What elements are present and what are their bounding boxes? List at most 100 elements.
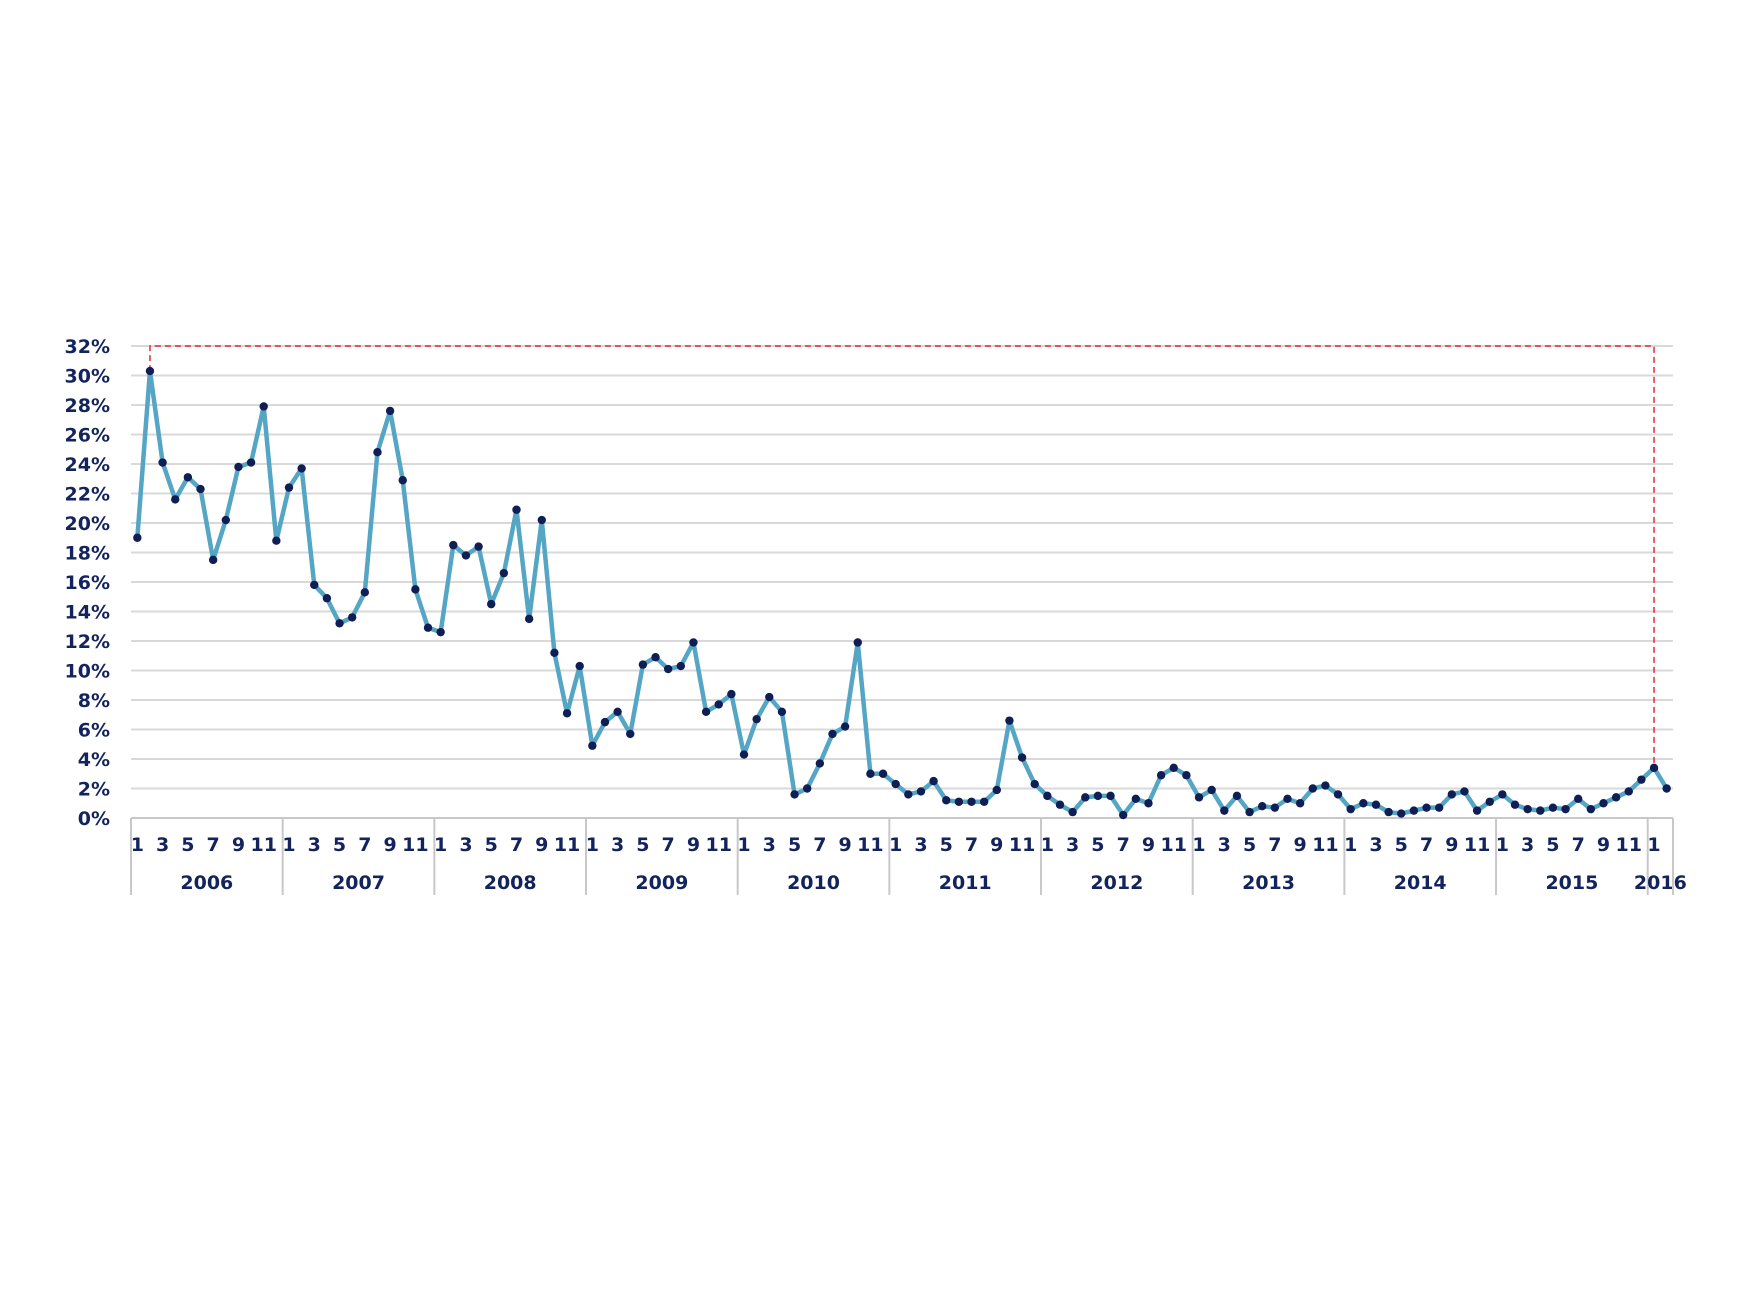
y-tick-label: 18% xyxy=(65,543,110,565)
year-label: 2008 xyxy=(484,872,537,894)
data-point xyxy=(1106,791,1115,801)
data-point xyxy=(347,613,357,622)
month-tick-label: 7 xyxy=(510,834,523,856)
data-point xyxy=(310,580,319,590)
month-tick-label: 5 xyxy=(636,834,649,856)
data-point xyxy=(904,790,913,799)
y-axis-tick-labels: 0% 2% 4% 6% 8% 10% 12% 14% 16% 18% 20% 22% 24% 26% 28%… xyxy=(65,336,110,830)
data-point xyxy=(373,448,382,457)
month-tick-label: 9 xyxy=(1294,834,1307,856)
data-point xyxy=(297,464,306,473)
data-point xyxy=(1081,793,1090,802)
data-point xyxy=(790,790,799,799)
data-point xyxy=(1460,787,1469,796)
data-point xyxy=(1055,800,1065,809)
year-label: 2016 xyxy=(1634,872,1687,894)
data-point xyxy=(1472,806,1482,815)
month-tick-label: 5 xyxy=(1243,834,1256,856)
data-point xyxy=(1346,804,1355,814)
month-tick-label: 11 xyxy=(706,834,732,856)
data-point xyxy=(1434,803,1444,812)
month-tick-label: 9 xyxy=(383,834,396,856)
y-tick-label: 24% xyxy=(65,454,110,476)
data-point xyxy=(1283,794,1292,804)
y-tick-label: 12% xyxy=(65,631,110,653)
data-point xyxy=(234,462,243,472)
y-tick-label: 28% xyxy=(65,395,110,417)
data-point xyxy=(967,797,976,806)
data-point xyxy=(436,627,445,637)
month-tick-label: 3 xyxy=(156,834,169,856)
year-label: 2015 xyxy=(1545,872,1598,894)
month-tick-label: 7 xyxy=(1420,834,1433,856)
data-point xyxy=(840,722,850,731)
month-tick-label: 9 xyxy=(839,834,852,856)
data-point xyxy=(158,458,167,467)
data-point xyxy=(537,515,546,525)
data-point xyxy=(423,623,433,632)
year-label: 2010 xyxy=(787,872,840,894)
month-tick-label: 3 xyxy=(1218,834,1231,856)
data-point xyxy=(891,779,900,789)
month-tick-label: 11 xyxy=(1464,834,1490,856)
month-tick-label: 9 xyxy=(535,834,548,856)
month-tick-label: 11 xyxy=(402,834,428,856)
data-point xyxy=(1005,716,1014,725)
data-point xyxy=(676,661,686,671)
month-tick-label: 1 xyxy=(282,834,295,856)
data-point xyxy=(461,551,471,560)
data-point xyxy=(1548,803,1558,812)
y-tick-label: 16% xyxy=(65,572,110,594)
month-tick-label: 9 xyxy=(687,834,700,856)
month-tick-label: 1 xyxy=(1192,834,1205,856)
data-point xyxy=(208,555,218,565)
data-point xyxy=(727,689,736,699)
data-point xyxy=(1371,800,1381,809)
data-point xyxy=(246,458,256,467)
data-point xyxy=(575,661,584,671)
data-point xyxy=(272,536,281,545)
y-tick-label: 6% xyxy=(78,720,110,742)
data-point xyxy=(183,473,193,482)
month-tick-label: 9 xyxy=(232,834,245,856)
data-point xyxy=(487,599,496,609)
data-point xyxy=(613,707,622,716)
data-point xyxy=(701,707,711,716)
data-point xyxy=(866,769,875,778)
data-point xyxy=(322,594,332,603)
data-point xyxy=(449,540,458,550)
month-tick-label: 1 xyxy=(1344,834,1357,856)
data-point xyxy=(411,585,420,594)
data-point xyxy=(398,476,407,485)
data-point xyxy=(663,664,673,674)
data-point xyxy=(499,568,509,578)
data-point xyxy=(1574,794,1583,804)
data-point xyxy=(954,797,964,806)
data-point xyxy=(1561,804,1570,814)
data-point xyxy=(1131,794,1141,804)
month-tick-label: 11 xyxy=(1161,834,1187,856)
data-point xyxy=(1523,804,1532,814)
month-tick-label: 11 xyxy=(554,834,580,856)
data-point xyxy=(284,483,294,492)
data-point xyxy=(929,776,938,786)
data-point xyxy=(1068,807,1077,817)
month-tick-label: 1 xyxy=(889,834,902,856)
gridlines xyxy=(131,345,1673,790)
data-point xyxy=(588,741,597,750)
data-point xyxy=(133,533,142,542)
data-point xyxy=(1586,804,1596,814)
data-point xyxy=(853,638,862,647)
y-tick-label: 20% xyxy=(65,513,110,535)
month-tick-label: 1 xyxy=(434,834,447,856)
data-point xyxy=(385,406,395,416)
data-point xyxy=(1611,793,1621,802)
data-point xyxy=(1447,790,1457,799)
data-point xyxy=(739,750,749,759)
year-label: 2014 xyxy=(1394,872,1447,894)
month-tick-label: 1 xyxy=(1647,834,1660,856)
data-point xyxy=(512,505,521,514)
data-point xyxy=(689,638,698,647)
month-tick-label: 3 xyxy=(763,834,776,856)
data-point xyxy=(1649,763,1659,773)
